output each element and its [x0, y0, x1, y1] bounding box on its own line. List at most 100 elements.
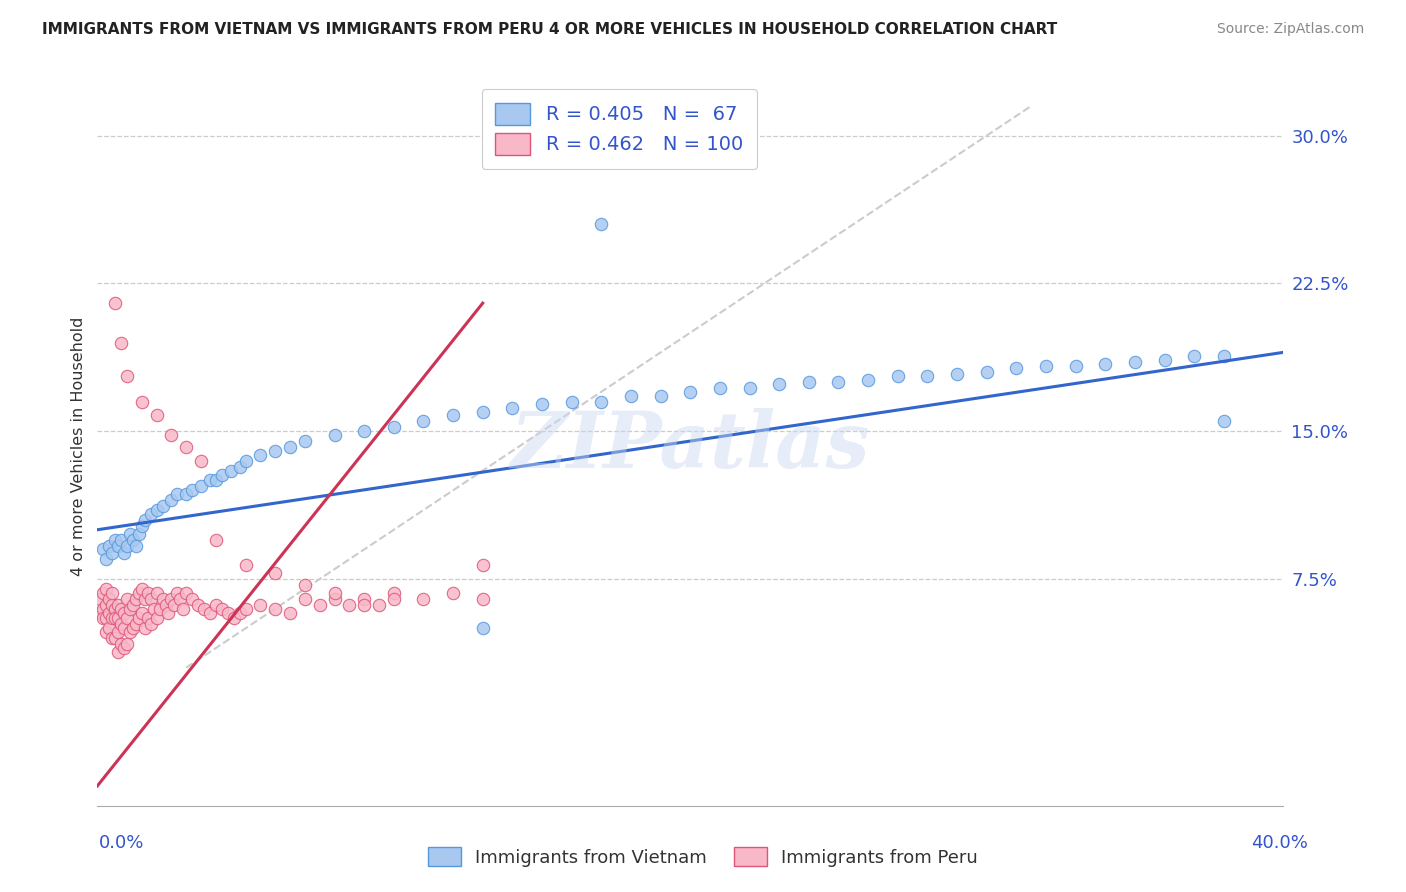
- Point: [145, 611, 167, 625]
- Point: [1123, 355, 1146, 369]
- Point: [181, 483, 204, 498]
- Point: [115, 611, 138, 625]
- Point: [323, 586, 346, 600]
- Point: [471, 621, 494, 635]
- Text: 40.0%: 40.0%: [1251, 834, 1308, 852]
- Point: [228, 459, 250, 474]
- Text: IMMIGRANTS FROM VIETNAM VS IMMIGRANTS FROM PERU 4 OR MORE VEHICLES IN HOUSEHOLD : IMMIGRANTS FROM VIETNAM VS IMMIGRANTS FR…: [42, 22, 1057, 37]
- Point: [149, 601, 172, 615]
- Point: [101, 598, 124, 612]
- Point: [887, 369, 910, 384]
- Legend: Immigrants from Vietnam, Immigrants from Peru: Immigrants from Vietnam, Immigrants from…: [420, 840, 986, 874]
- Text: Source: ZipAtlas.com: Source: ZipAtlas.com: [1216, 22, 1364, 37]
- Point: [797, 375, 820, 389]
- Point: [211, 601, 233, 615]
- Point: [1094, 357, 1116, 371]
- Point: [91, 542, 114, 557]
- Point: [205, 533, 228, 547]
- Point: [122, 598, 145, 612]
- Point: [110, 617, 132, 632]
- Point: [155, 598, 177, 612]
- Point: [1035, 359, 1057, 374]
- Point: [591, 217, 613, 231]
- Point: [96, 552, 118, 566]
- Point: [323, 591, 346, 606]
- Point: [125, 591, 148, 606]
- Point: [471, 404, 494, 418]
- Point: [294, 434, 316, 448]
- Point: [98, 606, 121, 620]
- Point: [591, 394, 613, 409]
- Point: [152, 591, 174, 606]
- Point: [353, 424, 375, 438]
- Point: [198, 474, 221, 488]
- Point: [128, 611, 150, 625]
- Point: [235, 454, 257, 468]
- Point: [412, 414, 434, 428]
- Point: [530, 397, 553, 411]
- Point: [131, 394, 153, 409]
- Point: [650, 389, 672, 403]
- Legend: R = 0.405   N =  67, R = 0.462   N = 100: R = 0.405 N = 67, R = 0.462 N = 100: [482, 89, 756, 169]
- Point: [128, 526, 150, 541]
- Point: [235, 601, 257, 615]
- Point: [1212, 414, 1234, 428]
- Point: [98, 591, 121, 606]
- Point: [353, 591, 375, 606]
- Point: [181, 591, 204, 606]
- Point: [131, 606, 153, 620]
- Point: [160, 493, 183, 508]
- Point: [89, 591, 111, 606]
- Point: [166, 586, 188, 600]
- Point: [118, 601, 141, 615]
- Point: [134, 513, 156, 527]
- Point: [104, 533, 127, 547]
- Point: [1182, 349, 1205, 363]
- Point: [561, 394, 583, 409]
- Point: [160, 428, 183, 442]
- Point: [219, 464, 242, 478]
- Point: [118, 526, 141, 541]
- Point: [264, 566, 287, 580]
- Point: [323, 428, 346, 442]
- Point: [278, 606, 301, 620]
- Point: [738, 381, 761, 395]
- Point: [768, 376, 790, 391]
- Point: [1153, 353, 1175, 368]
- Point: [160, 591, 183, 606]
- Point: [157, 606, 180, 620]
- Point: [174, 586, 197, 600]
- Point: [107, 598, 129, 612]
- Point: [115, 591, 138, 606]
- Point: [101, 586, 124, 600]
- Point: [501, 401, 523, 415]
- Point: [249, 448, 271, 462]
- Point: [827, 375, 849, 389]
- Point: [118, 625, 141, 640]
- Point: [1005, 361, 1028, 376]
- Point: [368, 598, 391, 612]
- Point: [128, 586, 150, 600]
- Point: [620, 389, 643, 403]
- Point: [169, 591, 191, 606]
- Point: [91, 601, 114, 615]
- Point: [110, 637, 132, 651]
- Point: [264, 444, 287, 458]
- Point: [294, 578, 316, 592]
- Point: [709, 381, 731, 395]
- Point: [96, 625, 118, 640]
- Point: [382, 591, 405, 606]
- Text: ZIPatlas: ZIPatlas: [510, 408, 870, 484]
- Point: [1212, 349, 1234, 363]
- Point: [115, 369, 138, 384]
- Point: [107, 611, 129, 625]
- Point: [134, 621, 156, 635]
- Point: [112, 606, 135, 620]
- Point: [104, 631, 127, 645]
- Y-axis label: 4 or more Vehicles in Household: 4 or more Vehicles in Household: [72, 317, 86, 575]
- Point: [174, 440, 197, 454]
- Point: [104, 296, 127, 310]
- Point: [131, 582, 153, 596]
- Point: [205, 474, 228, 488]
- Point: [110, 533, 132, 547]
